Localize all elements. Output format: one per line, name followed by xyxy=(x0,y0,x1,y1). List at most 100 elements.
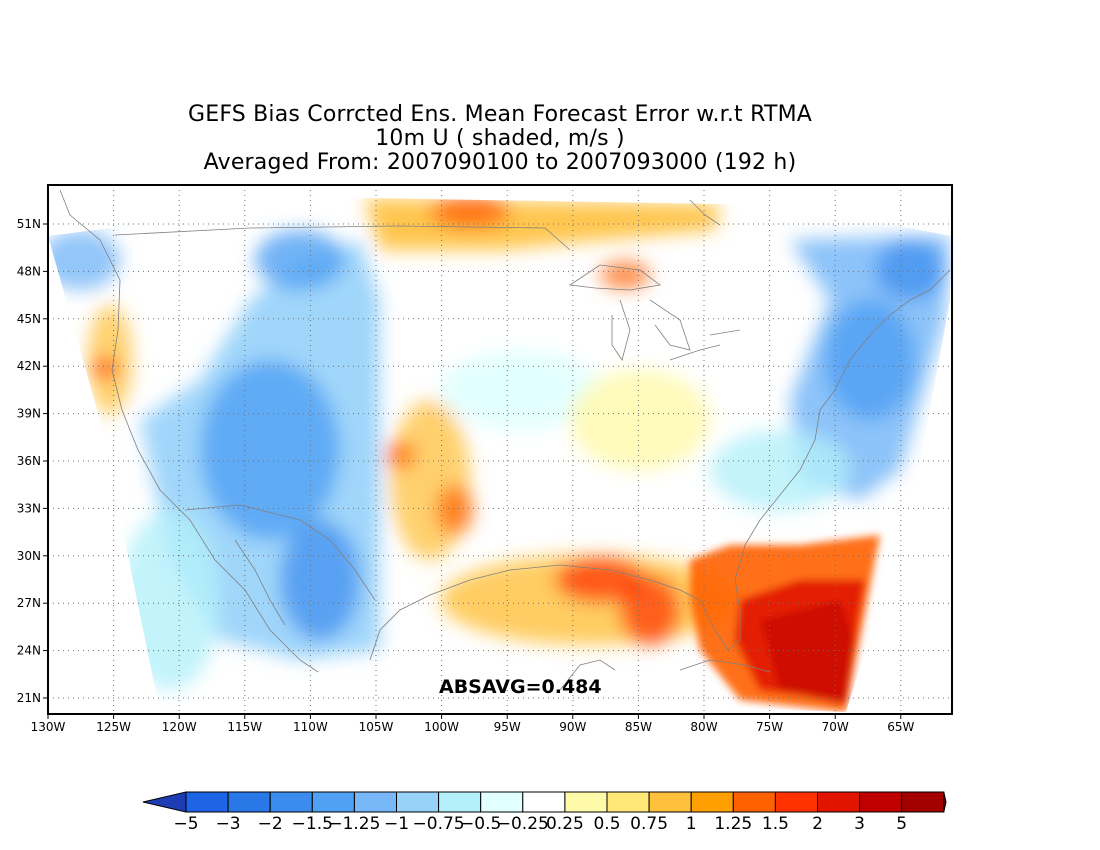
positive-core-canada xyxy=(430,196,510,228)
lon-label: 120W xyxy=(162,720,197,734)
map-frame xyxy=(47,184,953,715)
lat-label: 24N xyxy=(17,644,41,658)
negative-core-north xyxy=(255,230,345,290)
chart-title-line-2: 10m U ( shaded, m/s ) xyxy=(375,126,625,151)
coastline-yucatan xyxy=(559,659,616,691)
positive-field-plains xyxy=(390,400,470,560)
colorbar-swatch xyxy=(564,791,608,813)
lon-label: 75W xyxy=(756,720,783,734)
negative-field-central xyxy=(440,350,600,430)
colorbar-label: −3 xyxy=(216,814,241,834)
colorbar-swatch xyxy=(311,791,355,813)
coastline-west xyxy=(59,189,319,673)
lat-label: 51N xyxy=(17,217,41,231)
coastline-hudson xyxy=(689,199,721,226)
lon-label: 95W xyxy=(494,720,521,734)
colorbar-swatch xyxy=(480,791,524,813)
colorbar-swatch xyxy=(732,791,776,813)
lat-label: 36N xyxy=(17,454,41,468)
lon-label: 115W xyxy=(227,720,262,734)
lat-label: 30N xyxy=(17,549,41,563)
positive-field-midwest xyxy=(570,370,710,470)
lon-label: 110W xyxy=(293,720,328,734)
great-lakes-michigan xyxy=(611,299,631,361)
great-lakes-ontario xyxy=(709,329,741,336)
lat-label: 48N xyxy=(17,264,41,278)
colorbar-label: −0.5 xyxy=(460,814,501,834)
colorbar-label: −1.25 xyxy=(328,814,380,834)
graticule xyxy=(48,185,952,714)
negative-core-rockies xyxy=(200,360,340,540)
shaded-field xyxy=(48,185,952,714)
great-lakes-huron xyxy=(649,299,691,351)
colorbar-swatch xyxy=(396,791,440,813)
lat-label: 27N xyxy=(17,596,41,610)
border-us-canada xyxy=(114,225,571,251)
lon-label: 80W xyxy=(690,720,717,734)
negative-core-pacnw xyxy=(48,230,120,290)
colorbar-swatch xyxy=(269,791,313,813)
colorbar-label: 0.25 xyxy=(546,814,584,834)
colorbar-label: 5 xyxy=(896,814,907,834)
colorbar-swatch xyxy=(901,791,945,813)
colorbar-label: 0.75 xyxy=(630,814,668,834)
positive-core-texas xyxy=(437,485,473,535)
colorbar-max-arrow xyxy=(943,791,947,813)
colorbar-swatch xyxy=(606,791,650,813)
colorbar-swatch xyxy=(859,791,903,813)
colorbar-label: 0.5 xyxy=(593,814,620,834)
lat-label: 45N xyxy=(17,312,41,326)
chart-title-line-1: GEFS Bias Corrcted Ens. Mean Forecast Er… xyxy=(187,102,813,127)
colorbar-swatch xyxy=(438,791,482,813)
colorbar-label: 3 xyxy=(854,814,865,834)
latitude-labels: 51N 48N 45N 42N 39N 36N 33N 30N 27N 24N 21N xyxy=(17,217,48,705)
colorbar: −5 −3 −2 −1.5−1.25 −1 −0.75−0.5−0.250.25 0.5 0.… xyxy=(142,791,947,834)
colorbar-swatch xyxy=(648,791,692,813)
colorbar-label: −1.5 xyxy=(292,814,333,834)
colorbar-swatch xyxy=(522,791,566,813)
lat-label: 33N xyxy=(17,501,41,515)
border-us-mexico xyxy=(184,504,376,601)
colorbar-label: 2 xyxy=(812,814,823,834)
coastline-cuba xyxy=(679,659,771,673)
coastline-northeast xyxy=(819,269,951,411)
lon-label: 85W xyxy=(625,720,652,734)
negative-core-sw xyxy=(280,520,360,640)
lat-label: 39N xyxy=(17,407,41,421)
positive-core-oregon xyxy=(93,358,117,378)
lon-label: 70W xyxy=(822,720,849,734)
chart-title-line-3: Averaged From: 2007090100 to 2007093000 … xyxy=(203,150,797,175)
positive-core-bahamas xyxy=(760,600,855,705)
great-lakes-erie xyxy=(669,344,721,361)
negative-core-maritimes xyxy=(875,240,945,300)
colorbar-label: −0.25 xyxy=(497,814,549,834)
positive-core-superior xyxy=(600,261,650,289)
lat-label: 42N xyxy=(17,359,41,373)
coastlines xyxy=(59,189,951,691)
colorbar-swatch xyxy=(227,791,271,813)
negative-field-southeast xyxy=(710,430,850,510)
colorbar-label: −0.75 xyxy=(413,814,465,834)
colorbar-swatch xyxy=(774,791,819,813)
colorbar-min-arrow xyxy=(142,791,187,813)
colorbar-label: 1.5 xyxy=(762,814,789,834)
lon-label: 105W xyxy=(359,720,394,734)
colorbar-label: 1.25 xyxy=(714,814,752,834)
positive-core-plains xyxy=(385,441,415,469)
lon-label: 125W xyxy=(96,720,131,734)
positive-core-gulf-1 xyxy=(555,558,645,602)
colorbar-label: −1 xyxy=(384,814,409,834)
colorbar-label: 1 xyxy=(686,814,697,834)
great-lakes-superior xyxy=(568,264,661,291)
colorbar-label: −2 xyxy=(258,814,283,834)
longitude-labels: 130W 125W 120W 115W 110W 105W 100W 95W 90W 85W 80W… xyxy=(31,714,914,734)
lon-label: 65W xyxy=(887,720,914,734)
colorbar-swatch xyxy=(185,791,229,813)
lat-label: 21N xyxy=(17,691,41,705)
colorbar-swatch xyxy=(353,791,397,813)
colorbar-label: −5 xyxy=(173,814,198,834)
lon-label: 130W xyxy=(31,720,66,734)
lon-label: 90W xyxy=(559,720,586,734)
coastline-gulf-mexico xyxy=(369,409,821,661)
